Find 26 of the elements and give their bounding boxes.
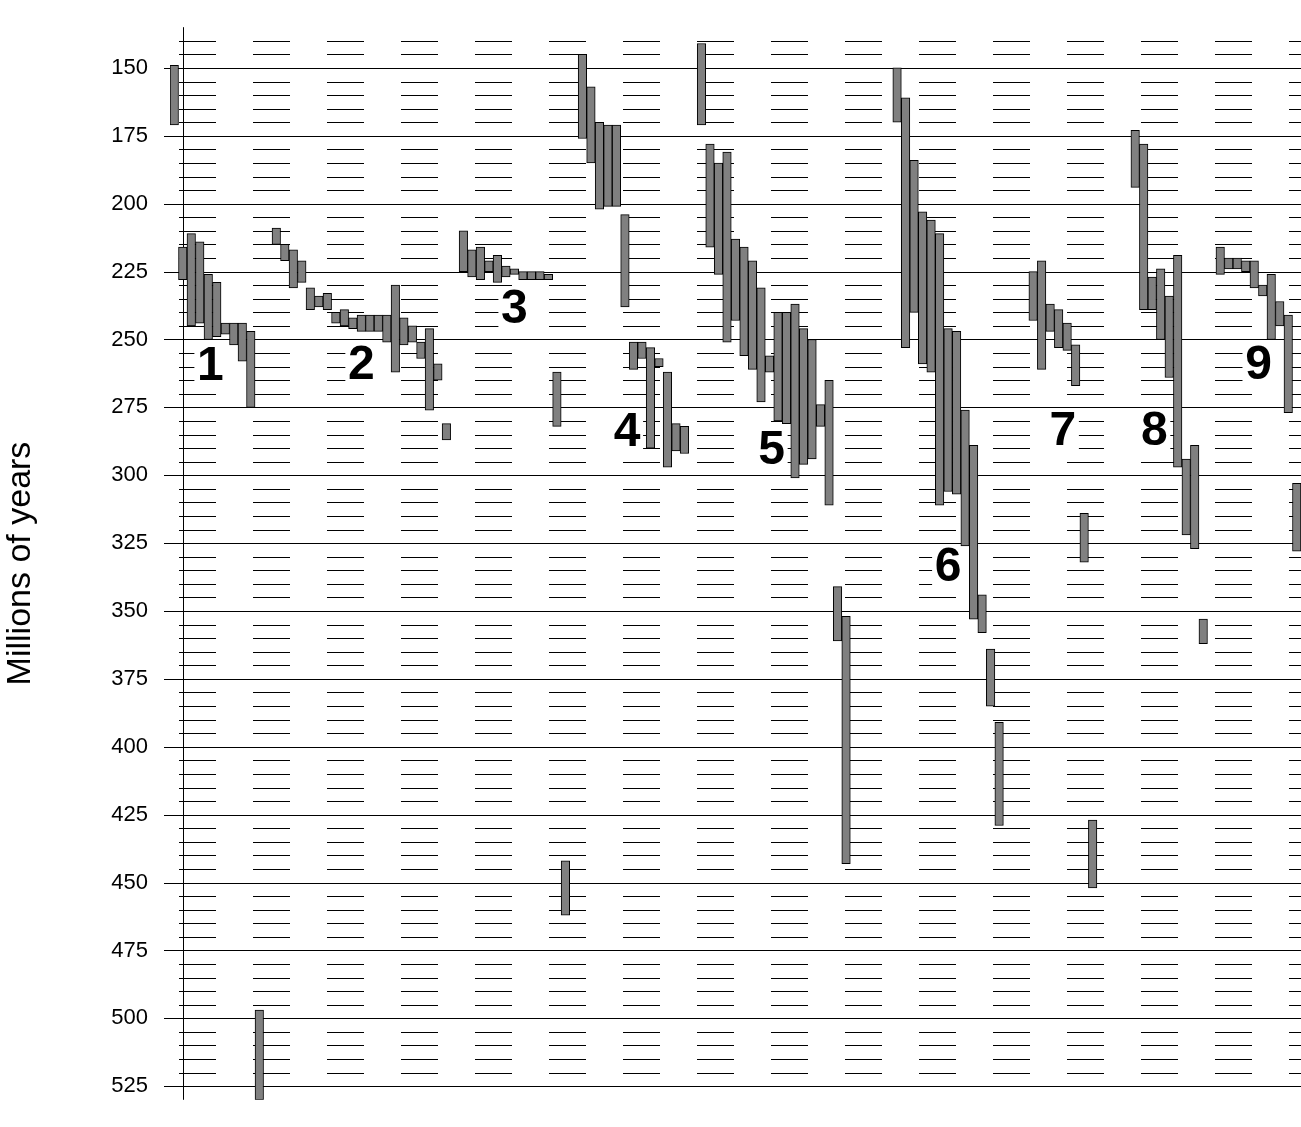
y-tick-label: 300 bbox=[111, 461, 148, 487]
y-tick-label: 225 bbox=[111, 257, 148, 283]
y-tick-label: 400 bbox=[111, 732, 148, 758]
y-tick-label: 275 bbox=[111, 393, 148, 419]
y-tick-label: 350 bbox=[111, 597, 148, 623]
annotation: 8 bbox=[1140, 401, 1168, 455]
annotation: 3 bbox=[501, 279, 528, 333]
y-tick-label: 425 bbox=[111, 800, 148, 826]
annotation: 4 bbox=[613, 402, 641, 456]
y-tick-label: 475 bbox=[111, 936, 148, 962]
y-tick-label: 250 bbox=[111, 325, 148, 351]
y-tick-label: 200 bbox=[111, 189, 148, 215]
y-tick-label: 325 bbox=[111, 529, 148, 555]
y-tick-label: 150 bbox=[111, 53, 148, 79]
annotation: 2 bbox=[347, 335, 375, 389]
annotation: 5 bbox=[758, 421, 785, 475]
y-axis-title: Millions of years bbox=[0, 441, 37, 686]
y-tick-label: 500 bbox=[111, 1004, 148, 1030]
y-tick-label: 375 bbox=[111, 664, 148, 690]
y-tick-label: 450 bbox=[111, 868, 148, 894]
annotation: 1 bbox=[197, 336, 224, 390]
annotation: 6 bbox=[934, 538, 962, 592]
y-tick-label: 175 bbox=[111, 121, 148, 147]
annotation: 9 bbox=[1245, 336, 1272, 390]
annotation: 7 bbox=[1049, 401, 1077, 455]
y-tick-label: 525 bbox=[111, 1072, 148, 1098]
